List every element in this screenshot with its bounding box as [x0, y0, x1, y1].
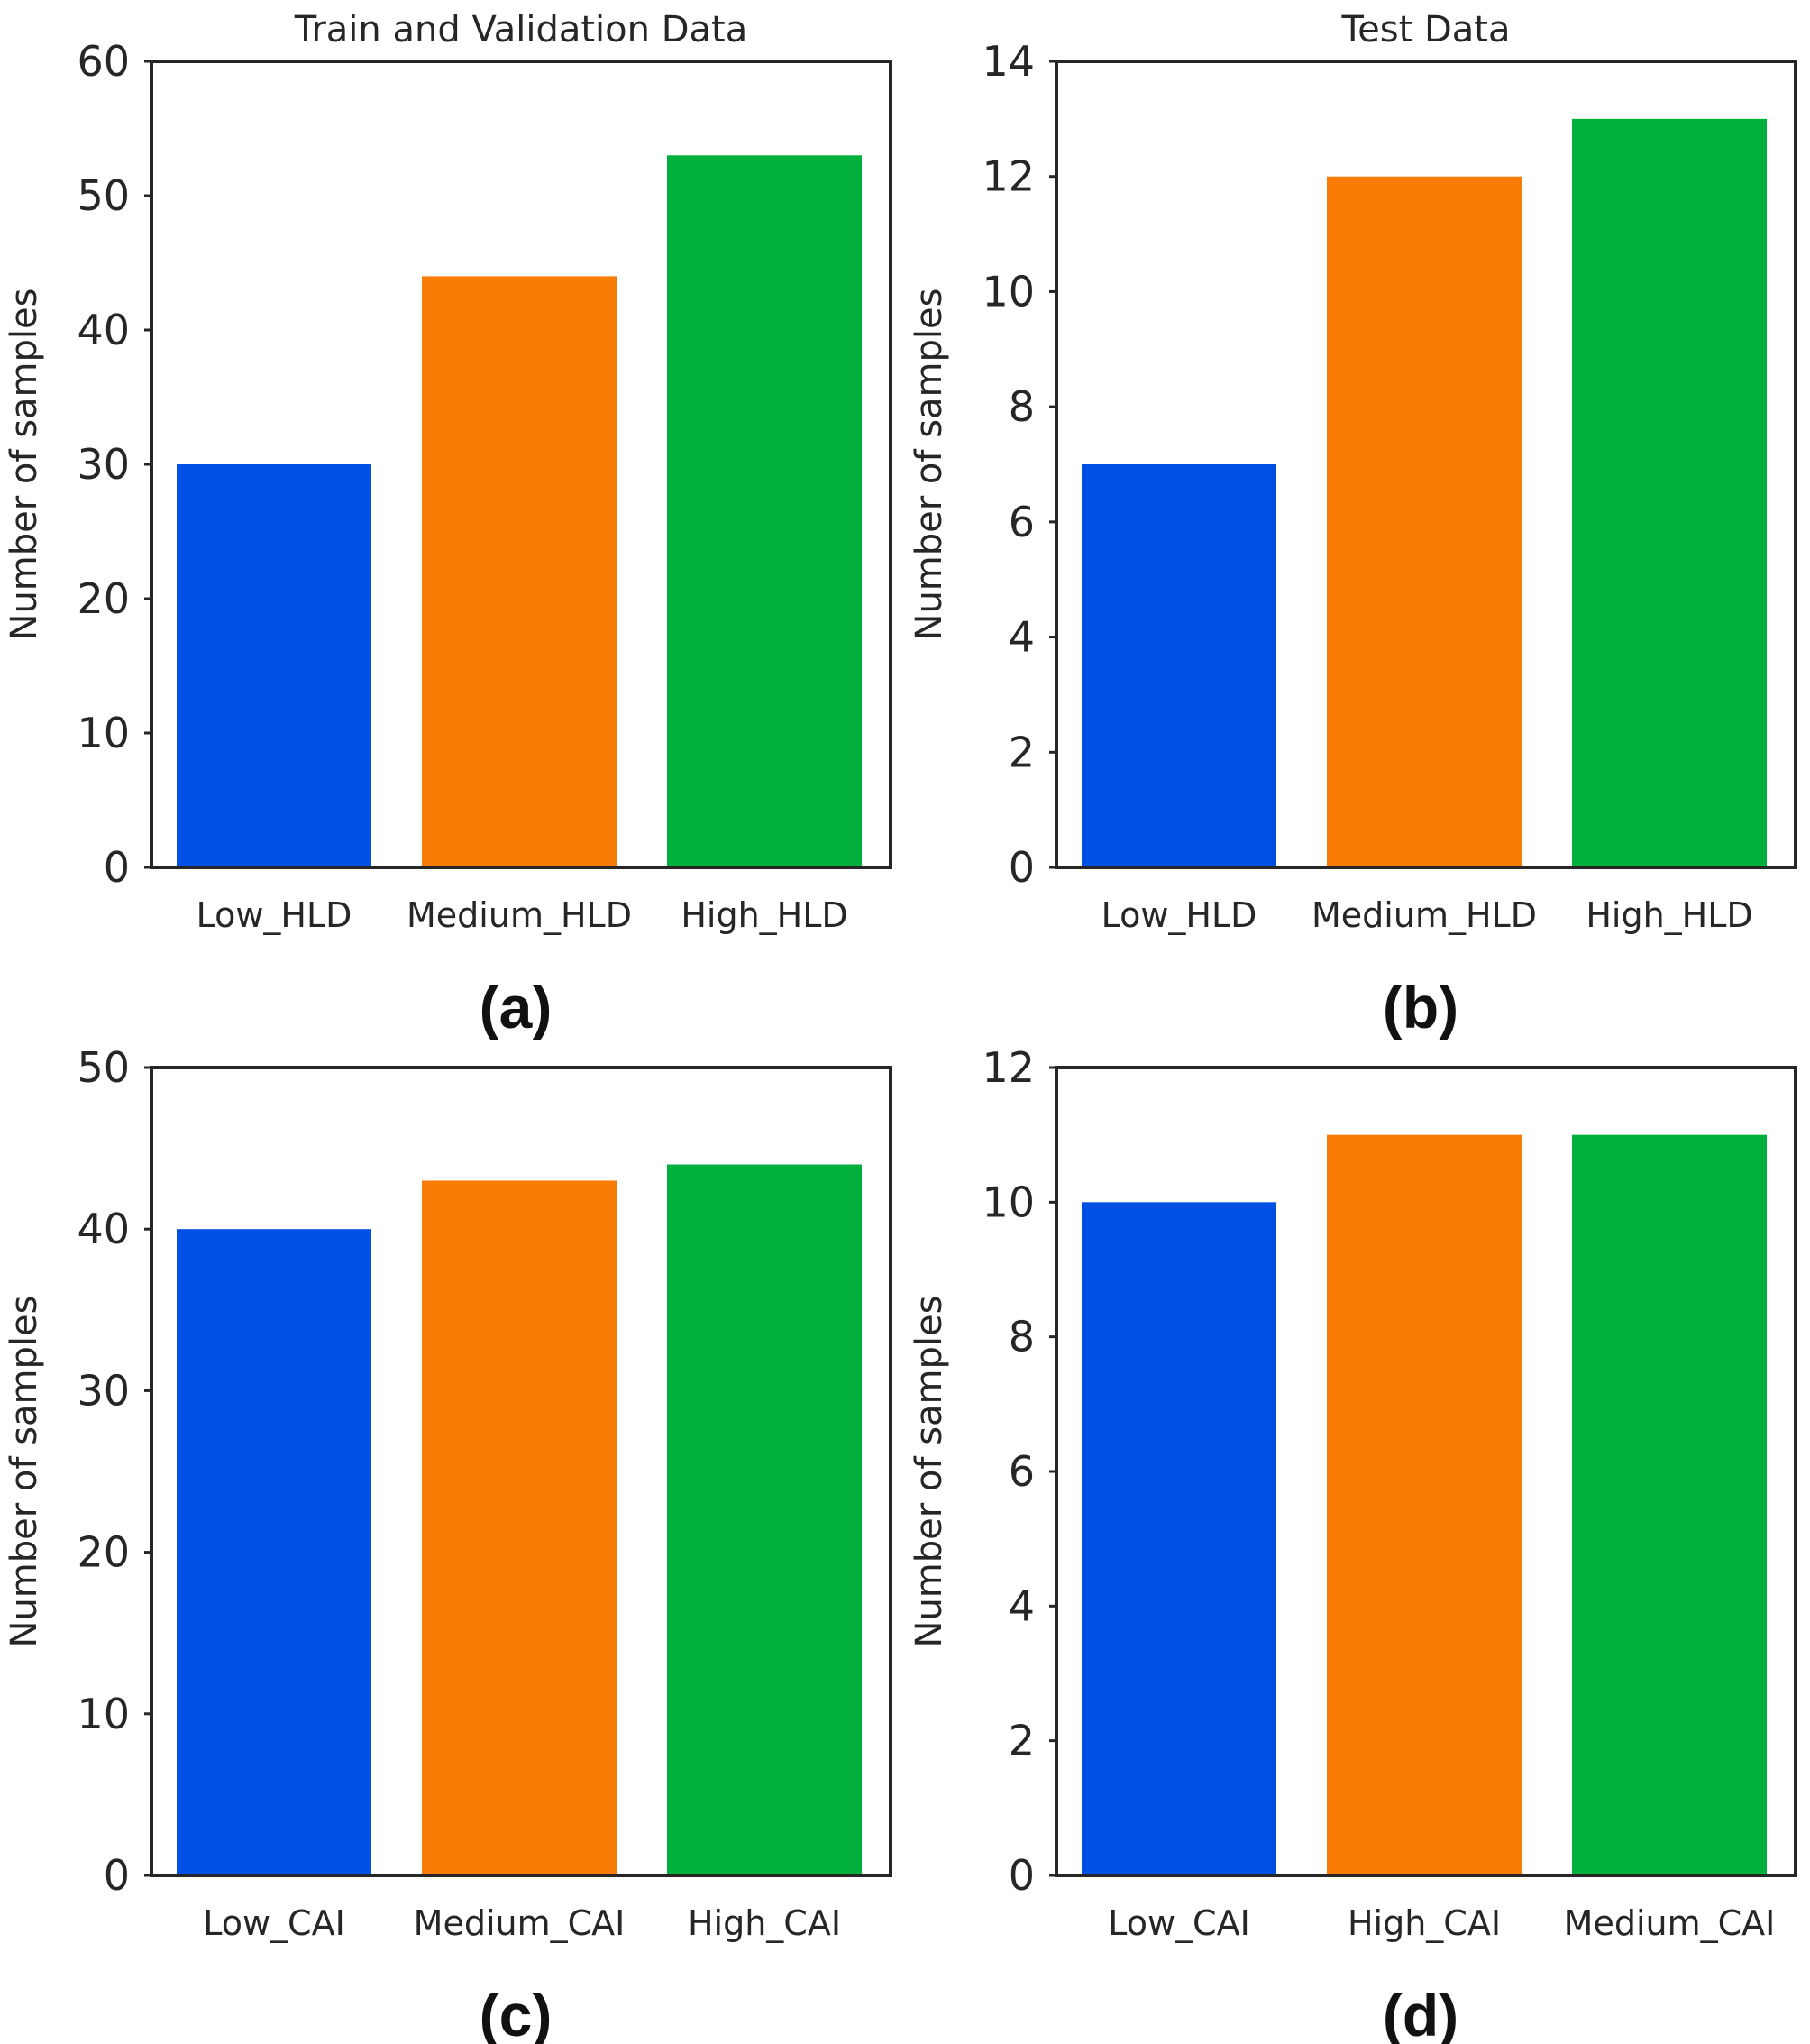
- bar-high-cai: [667, 1164, 862, 1875]
- x-tick-label: Low_HLD: [1102, 895, 1257, 935]
- y-tick-label: 40: [77, 1205, 130, 1253]
- y-tick-label: 40: [77, 306, 130, 354]
- plot-frame: [1055, 60, 1797, 869]
- bar-high-hld: [1572, 118, 1767, 867]
- y-tick-label: 6: [1009, 1447, 1035, 1496]
- y-axis-title: Number of samples: [909, 289, 950, 641]
- y-tick-label: 20: [77, 574, 130, 623]
- y-tick-label: 2: [1009, 728, 1035, 776]
- bar-medium-hld: [422, 276, 617, 867]
- x-tick-label: Medium_HLD: [1312, 895, 1537, 935]
- y-axis-title: Number of samples: [4, 289, 45, 641]
- x-tick-label: High_CAI: [688, 1903, 841, 1943]
- panel-label: (d): [1383, 1982, 1458, 2044]
- y-tick-label: 50: [77, 1043, 130, 1092]
- y-tick-label: 8: [1009, 1313, 1035, 1361]
- bar-medium-hld: [1327, 176, 1522, 867]
- x-tick-label: Low_CAI: [203, 1903, 345, 1943]
- x-tick-label: High_CAI: [1348, 1903, 1501, 1943]
- bar-high-hld: [667, 155, 862, 868]
- y-tick-label: 0: [104, 1851, 130, 1900]
- y-tick-label: 10: [982, 1178, 1035, 1226]
- y-tick-label: 6: [1009, 498, 1035, 546]
- bar-medium-cai: [422, 1180, 617, 1875]
- panel-label: (a): [480, 974, 553, 1040]
- x-tick-label: Medium_CAI: [414, 1903, 626, 1943]
- y-tick-label: 0: [1009, 843, 1035, 892]
- x-tick-label: High_HLD: [1586, 895, 1752, 935]
- bar-low-hld: [1082, 464, 1276, 867]
- y-tick-label: 4: [1009, 613, 1035, 662]
- bar-high-cai: [1327, 1134, 1522, 1875]
- y-tick-label: 10: [77, 1690, 130, 1738]
- chart-title: Train and Validation Data: [294, 9, 747, 50]
- y-tick-label: 2: [1009, 1717, 1035, 1765]
- y-tick-label: 50: [77, 171, 130, 220]
- y-tick-label: 12: [982, 152, 1035, 201]
- x-tick-label: Low_HLD: [197, 895, 352, 935]
- panel-label: (c): [480, 1982, 553, 2044]
- bar-low-cai: [1082, 1202, 1276, 1875]
- bar-medium-cai: [1572, 1134, 1767, 1875]
- y-axis-title: Number of samples: [4, 1296, 45, 1648]
- chart-title: Test Data: [1341, 9, 1511, 50]
- y-tick-label: 4: [1009, 1581, 1035, 1630]
- y-tick-label: 14: [982, 37, 1035, 86]
- y-tick-label: 12: [982, 1043, 1035, 1092]
- y-tick-label: 10: [77, 709, 130, 757]
- bar-low-cai: [177, 1229, 371, 1875]
- y-tick-label: 30: [77, 440, 130, 489]
- x-tick-label: Medium_HLD: [407, 895, 632, 935]
- y-tick-label: 8: [1009, 382, 1035, 431]
- plot-frame: [150, 1066, 892, 1877]
- x-tick-label: Medium_CAI: [1564, 1903, 1776, 1943]
- panel-label: (b): [1383, 974, 1458, 1040]
- x-tick-label: High_HLD: [681, 895, 847, 935]
- bar-low-hld: [177, 464, 371, 867]
- y-tick-label: 60: [77, 37, 130, 86]
- y-tick-label: 30: [77, 1366, 130, 1415]
- y-tick-label: 10: [982, 267, 1035, 316]
- y-axis-title: Number of samples: [909, 1296, 950, 1648]
- y-tick-label: 0: [104, 843, 130, 892]
- x-tick-label: Low_CAI: [1108, 1903, 1250, 1943]
- y-tick-label: 20: [77, 1528, 130, 1577]
- y-tick-label: 0: [1009, 1851, 1035, 1900]
